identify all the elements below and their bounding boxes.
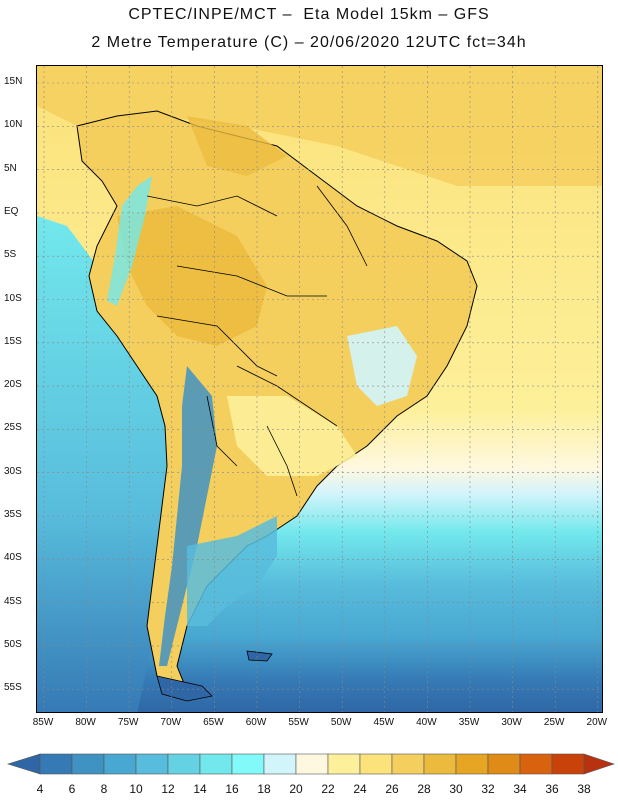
amazon-warm-core — [117, 206, 267, 346]
lat-label: 20S — [4, 379, 22, 391]
map-title-line-2: 2 Metre Temperature (C) – 20/06/2020 12U… — [91, 34, 527, 51]
colorbar-level-label: 10 — [129, 782, 143, 796]
colorbar-level-label: 24 — [353, 782, 367, 796]
lon-label: 35W — [458, 717, 480, 728]
lon-label: 25W — [543, 717, 565, 728]
colorbar-swatch — [455, 753, 489, 775]
map-title-line-1: CPTEC/INPE/MCT – Eta Model 15km – GFS — [128, 6, 490, 23]
lon-label: 75W — [117, 717, 139, 728]
lon-label: 85W — [32, 717, 54, 728]
colorbar-swatch — [6, 753, 41, 775]
patagonia-cool — [187, 516, 277, 626]
colorbar-level-label: 14 — [193, 782, 207, 796]
colorbar-level-label: 22 — [321, 782, 335, 796]
lat-label: EQ — [4, 205, 19, 217]
temperature-colorbar — [6, 753, 615, 775]
colorbar-swatch — [391, 753, 425, 775]
lat-label: 10S — [4, 292, 22, 304]
pacific-cool-region — [37, 216, 187, 712]
colorbar-swatch — [39, 753, 73, 775]
lat-label: 55S — [4, 682, 22, 694]
colorbar-level-label: 4 — [36, 782, 44, 796]
colorbar-level-label: 38 — [577, 782, 591, 796]
colorbar-swatch — [551, 753, 585, 775]
temperature-map — [36, 65, 603, 713]
lat-label: 15N — [4, 76, 23, 87]
colorbar-swatch — [231, 753, 265, 775]
lat-lon-grid — [37, 66, 602, 712]
south-brazil-mild — [227, 396, 357, 476]
caribbean-warm-region — [37, 66, 602, 186]
lon-label: 50W — [330, 717, 352, 728]
lon-label: 45W — [373, 717, 395, 728]
colorbar-level-label: 20 — [289, 782, 303, 796]
colorbar-level-label: 26 — [385, 782, 399, 796]
colorbar-swatch — [583, 753, 615, 775]
colorbar-swatch — [295, 753, 329, 775]
lon-label: 70W — [160, 717, 182, 728]
colorbar-swatch — [135, 753, 169, 775]
colorbar-swatch — [327, 753, 361, 775]
lat-label: 50S — [4, 638, 22, 650]
colorbar-swatch — [103, 753, 137, 775]
lon-label: 65W — [203, 717, 224, 728]
colorbar-level-label: 18 — [257, 782, 271, 796]
colorbar-swatch — [199, 753, 233, 775]
colorbar-swatch — [71, 753, 105, 775]
lat-label: 15S — [4, 335, 22, 347]
tierra-del-fuego — [156, 675, 213, 702]
colorbar-level-label: 36 — [545, 782, 559, 796]
lon-label: 60W — [245, 717, 267, 728]
colorbar-swatch — [487, 753, 521, 775]
lon-label: 30W — [501, 717, 522, 728]
lon-label: 55W — [288, 717, 309, 728]
brazil-highland-cool — [347, 326, 417, 406]
colorbar-level-label: 30 — [449, 782, 463, 796]
colorbar-swatch — [263, 753, 297, 775]
colorbar-level-label: 8 — [100, 782, 108, 796]
colorbar-level-label: 32 — [481, 782, 495, 796]
lat-label: 40S — [4, 552, 22, 564]
colorbar-swatch — [519, 753, 553, 775]
lat-label: 5N — [4, 162, 17, 174]
lat-label: 45S — [4, 595, 22, 607]
colorbar-swatch — [167, 753, 201, 775]
lat-label: 35S — [4, 509, 22, 520]
colorbar-swatch — [359, 753, 393, 775]
lon-label: 20W — [586, 717, 608, 728]
colorbar-level-label: 6 — [68, 782, 76, 796]
colorbar-level-label: 12 — [161, 782, 175, 796]
lon-label: 80W — [75, 717, 96, 728]
venezuela-warm-core — [187, 116, 287, 176]
colorbar-level-label: 16 — [225, 782, 239, 796]
lon-label: 40W — [416, 717, 437, 728]
colorbar-level-label: 28 — [417, 782, 431, 796]
andes-north-cool — [107, 176, 152, 306]
map-canvas — [37, 66, 602, 712]
lat-label: 5S — [4, 249, 17, 261]
colorbar-level-label: 34 — [513, 782, 527, 796]
falkland-islands — [246, 650, 273, 662]
colorbar-swatch — [423, 753, 457, 775]
lat-label: 30S — [4, 465, 22, 477]
lat-label: 10N — [4, 119, 23, 131]
lat-label: 25S — [4, 422, 22, 434]
